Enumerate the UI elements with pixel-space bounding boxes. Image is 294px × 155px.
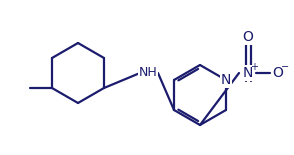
Text: N: N xyxy=(243,66,253,80)
Text: O: O xyxy=(273,66,283,80)
Text: O: O xyxy=(243,30,253,44)
Text: +: + xyxy=(250,62,258,72)
Text: N: N xyxy=(221,73,231,87)
Text: NH: NH xyxy=(139,66,157,80)
Text: −: − xyxy=(281,62,289,72)
